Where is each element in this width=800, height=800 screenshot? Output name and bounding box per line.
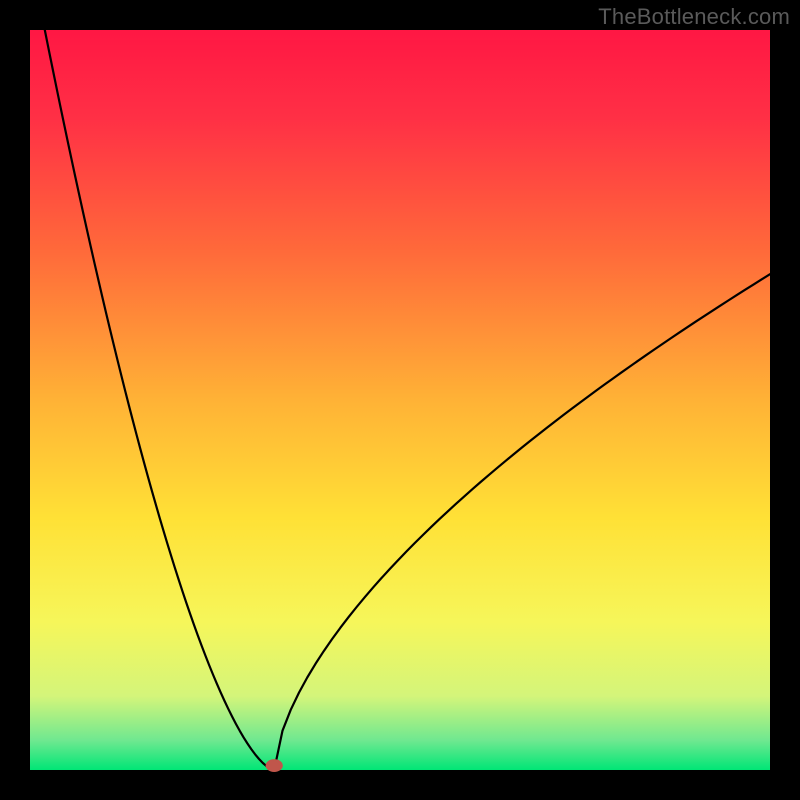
- minimum-marker: [266, 760, 282, 772]
- plot-background: [30, 30, 770, 770]
- chart-svg: [0, 0, 800, 800]
